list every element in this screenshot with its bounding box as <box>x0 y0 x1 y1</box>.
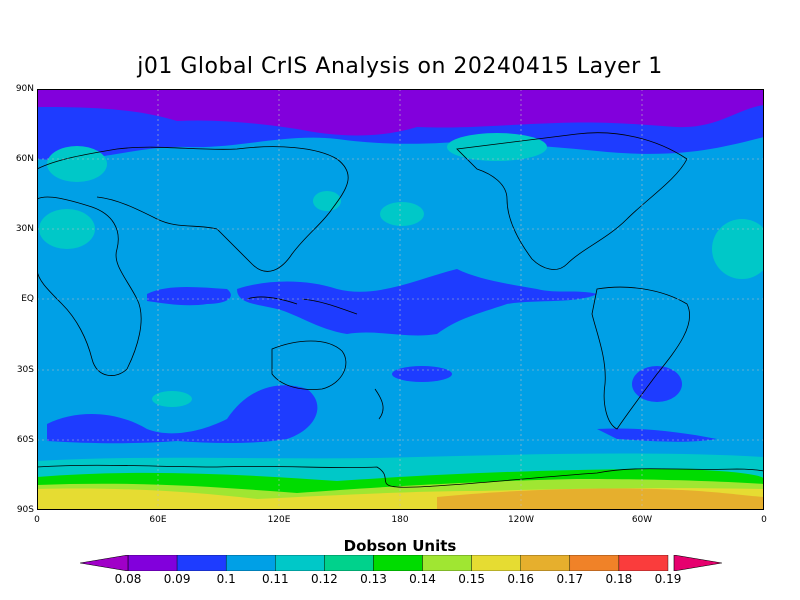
x-label-120e: 120E <box>267 515 291 525</box>
blue-patch-s-atlantic <box>392 366 452 382</box>
teal-patch-atlantic <box>712 219 764 279</box>
colorbar-swatch <box>520 555 571 571</box>
y-label-90n: 90N <box>15 84 34 94</box>
colorbar-tick-label: 0.11 <box>261 572 289 586</box>
colorbar-tick-label: 0.09 <box>163 572 191 586</box>
colorbar-swatch <box>422 555 472 571</box>
colorbar-swatch <box>176 555 227 571</box>
colorbar-tick-label: 0.18 <box>605 572 633 586</box>
y-label-60s: 60S <box>16 435 34 445</box>
north-teal-patch-2 <box>447 133 547 161</box>
x-label-0: 0 <box>34 515 40 525</box>
colorbar-tick-label: 0.16 <box>507 572 535 586</box>
gridlines <box>37 89 764 510</box>
x-label-120w: 120W <box>507 515 535 525</box>
colorbar-tick-label: 0.1 <box>216 572 236 586</box>
map-border <box>37 89 764 510</box>
antarctic-orange-band <box>437 488 764 510</box>
y-label-30s: 30S <box>16 365 34 375</box>
teal-patch-china <box>313 191 341 211</box>
antarctica-coast <box>37 464 764 488</box>
colorbar <box>80 555 722 571</box>
teal-patch-s-atl <box>152 391 192 407</box>
y-label-90s: 90S <box>16 505 34 515</box>
colorbar-tick-label: 0.15 <box>458 572 485 586</box>
ozone-map <box>37 89 764 510</box>
s-america-coast <box>591 286 691 430</box>
x-label-60e: 60E <box>149 515 167 525</box>
australia-coast <box>271 340 347 390</box>
colorbar-swatch <box>569 555 620 571</box>
tropical-blue-band-indian <box>147 286 231 306</box>
y-label-30n: 30N <box>15 224 34 234</box>
colorbar-swatch <box>225 555 276 571</box>
southern-blue-band-east <box>597 428 717 442</box>
indonesia-coast <box>246 296 358 315</box>
blue-patch-s-pacific <box>632 366 682 402</box>
colorbar-tick-label: 0.13 <box>360 572 387 586</box>
colorbar-right-arrow <box>673 555 722 571</box>
teal-patch-pacific <box>380 202 424 226</box>
colorbar-tick-label: 0.08 <box>114 572 142 586</box>
colorbar-swatch <box>275 555 325 571</box>
colorbar-swatch <box>618 555 669 571</box>
n-america-coast <box>456 132 688 270</box>
eurasia-coast <box>37 146 349 272</box>
x-label-0-end: 0 <box>761 515 767 525</box>
colorbar-tick-label: 0.14 <box>409 572 436 586</box>
coastlines <box>37 132 764 488</box>
colorbar-swatch <box>127 555 178 571</box>
tropical-blue-band-pacific <box>237 269 597 336</box>
y-label-60n: 60N <box>15 154 34 164</box>
southern-blue-band <box>47 385 318 444</box>
colorbar-swatch <box>373 555 423 571</box>
colorbar-swatch <box>324 555 374 571</box>
x-label-180: 180 <box>391 515 409 525</box>
chart-title: j01 Global CrIS Analysis on 20240415 Lay… <box>137 54 663 79</box>
y-label-eq: EQ <box>21 294 34 304</box>
colorbar-title: Dobson Units <box>343 537 457 555</box>
africa-coast <box>37 196 142 376</box>
north-polar-purple-band <box>37 89 764 136</box>
north-teal-patch <box>47 146 107 182</box>
colorbar-tick-label: 0.17 <box>556 572 584 586</box>
colorbar-tick-label: 0.19 <box>654 572 682 586</box>
colorbar-tick-label: 0.12 <box>311 572 338 586</box>
colorbar-left-arrow <box>80 555 129 571</box>
colorbar-swatch <box>471 555 521 571</box>
x-label-60w: 60W <box>631 515 653 525</box>
new-zealand-coast <box>374 388 384 420</box>
